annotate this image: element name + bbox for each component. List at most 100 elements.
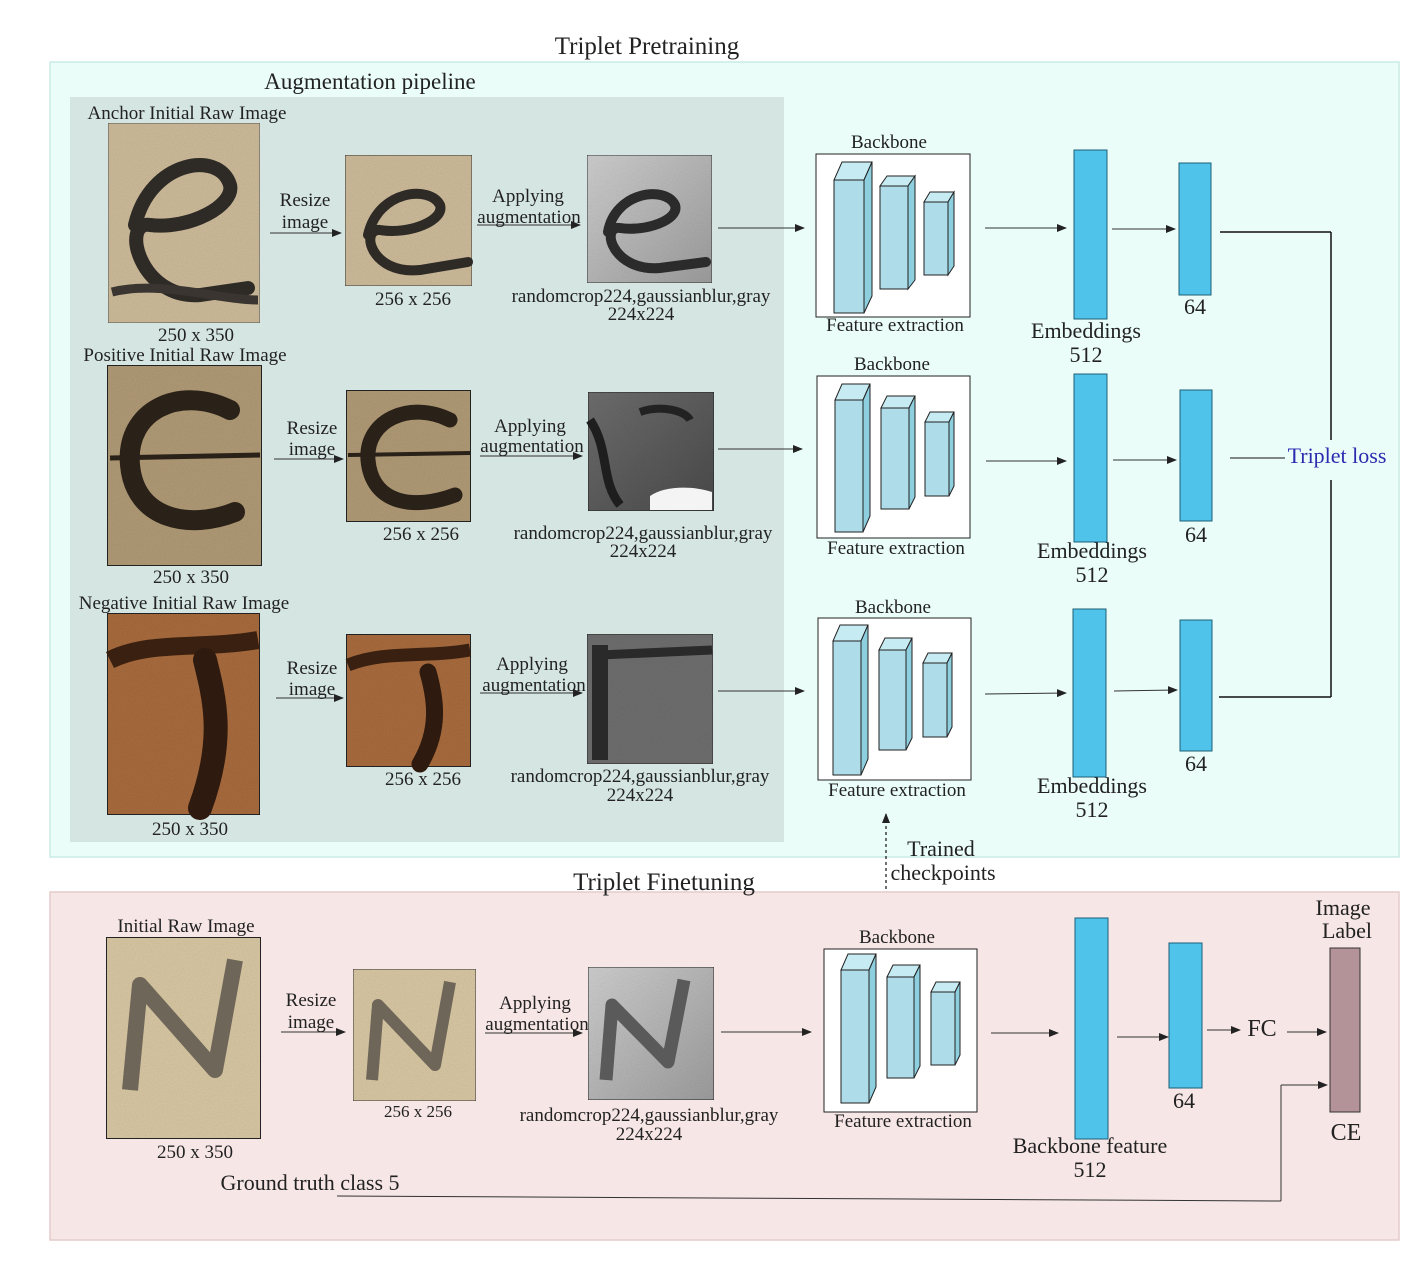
finetune-feature-dim: 512 [1074,1157,1107,1182]
finetune-backbone-caption: Feature extraction [834,1111,972,1132]
negative-backbone-block-2 [878,637,913,751]
pretraining-title: Triplet Pretraining [555,33,740,60]
finetune-augment-label-1: Applying [499,993,571,1014]
anchor-row: Anchor Initial Raw Image 250 x 350 Resiz… [88,103,1212,367]
triplet-loss-connector [1219,231,1332,698]
anchor-backbone-block-3 [923,190,955,277]
anchor-backbone-block-1 [833,161,873,314]
finetune-raw-label: Initial Raw Image [117,916,254,937]
trained-checkpoints-label-1: Trained [907,836,975,861]
finetune-augment-label-2: augmentation [485,1014,589,1035]
positive-augment-label-2: augmentation [480,436,584,457]
positive-augment-ops: randomcrop224,gaussianblur,gray [514,523,773,544]
positive-embedding-bar [1073,373,1108,543]
finetune-backbone-title: Backbone [859,927,935,948]
anchor-backbone-caption: Feature extraction [826,315,964,336]
positive-row: Positive Initial Raw Image 250 x 350 Res… [83,345,1213,588]
finetune-feature-label: Backbone feature [1013,1133,1168,1158]
fc-label: FC [1247,1016,1276,1042]
positive-backbone-block-2 [880,395,916,510]
anchor-augment-size: 224x224 [608,304,675,325]
anchor-raw-image [107,122,261,324]
negative-output-dim: 64 [1185,751,1207,776]
negative-augment-size: 224x224 [607,785,674,806]
positive-augmented-image [586,391,715,512]
positive-raw-size: 250 x 350 [153,567,229,588]
finetuning-title: Triplet Finetuning [573,869,755,896]
finetune-augment-size: 224x224 [616,1124,683,1145]
finetune-raw-image [105,936,262,1140]
finetune-output-dim: 64 [1173,1088,1195,1113]
ground-truth-connector [336,1081,1328,1202]
positive-resized-size: 256 x 256 [383,524,459,545]
image-label-title-1: Image [1316,895,1371,920]
negative-embedding-dim: 512 [1076,797,1109,822]
finetune-resized-image [352,968,477,1102]
positive-backbone-block-3 [924,411,955,497]
negative-embedding-label: Embeddings [1037,773,1147,798]
finetune-output-bar [1168,942,1203,1089]
positive-augment-size: 224x224 [610,541,677,562]
positive-backbone-title: Backbone [854,354,930,375]
finetune-resize-label-2: image [288,1012,334,1033]
anchor-backbone-title: Backbone [851,132,927,153]
negative-augment-label-2: augmentation [482,675,586,696]
positive-backbone-block-1 [834,383,871,533]
anchor-embedding-bar [1073,149,1108,320]
anchor-embedding-label: Embeddings [1031,318,1141,343]
negative-resized-image [345,633,472,773]
positive-output-bar [1179,389,1213,522]
finetune-backbone-block-2 [886,964,921,1079]
positive-backbone: Backbone Feature extraction [816,354,971,559]
anchor-backbone-block-2 [879,174,916,291]
finetune-feature-bar [1074,917,1109,1140]
augmentation-pipeline-title: Augmentation pipeline [264,69,475,94]
negative-resize-label-2: image [289,679,335,700]
negative-row: Negative Initial Raw Image 250 x 350 Res… [79,593,1213,840]
negative-to-embedding-arrow [984,689,1067,698]
anchor-embedding-dim: 512 [1070,342,1103,367]
finetune-backbone-block-1 [840,953,877,1104]
negative-raw-image [105,612,261,820]
finetune-backbone-block-3 [930,981,961,1066]
finetune-backbone: Backbone Feature extraction [823,927,978,1132]
positive-raw-image [106,364,263,567]
negative-resized-size: 256 x 256 [385,769,461,790]
anchor-resized-size: 256 x 256 [375,289,451,310]
image-label-title-2: Label [1322,918,1372,943]
finetune-row: Initial Raw Image 250 x 350 Resize image… [105,895,1372,1202]
negative-augment-label-1: Applying [496,654,568,675]
positive-resize-label-2: image [289,439,335,460]
negative-raw-label: Negative Initial Raw Image [79,593,290,614]
negative-augmented-image [586,633,714,765]
anchor-output-dim: 64 [1184,294,1206,319]
trained-checkpoints-label-2: checkpoints [890,860,995,885]
anchor-augmented-image [586,154,713,284]
finetune-resize-label-1: Resize [286,990,337,1011]
finetune-augment-ops: randomcrop224,gaussianblur,gray [520,1105,779,1126]
anchor-resize-label-1: Resize [280,190,331,211]
anchor-backbone: Backbone Feature extraction [815,132,971,336]
triplet-loss-label: Triplet loss [1288,443,1387,468]
negative-backbone-title: Backbone [855,597,931,618]
positive-embedding-dim: 512 [1076,562,1109,587]
positive-output-dim: 64 [1185,522,1207,547]
positive-raw-label: Positive Initial Raw Image [83,345,286,366]
anchor-raw-label: Anchor Initial Raw Image [88,103,287,124]
negative-to-output-arrow [1113,686,1178,695]
positive-embedding-label: Embeddings [1037,538,1147,563]
anchor-resized-image [344,154,473,287]
anchor-augment-label-2: augmentation [477,207,581,228]
anchor-augment-label-1: Applying [492,186,564,207]
anchor-resize-label-2: image [282,212,328,233]
negative-embedding-bar [1072,608,1107,778]
anchor-raw-size: 250 x 350 [158,325,234,346]
finetune-resized-size: 256 x 256 [384,1102,452,1121]
negative-backbone-block-3 [922,652,953,738]
negative-backbone-caption: Feature extraction [828,780,966,801]
finetune-augmented-image [587,966,715,1101]
positive-backbone-caption: Feature extraction [827,538,965,559]
positive-resized-image [345,389,472,523]
ground-truth-label: Ground truth class 5 [220,1170,399,1195]
negative-resize-label-1: Resize [287,658,338,679]
